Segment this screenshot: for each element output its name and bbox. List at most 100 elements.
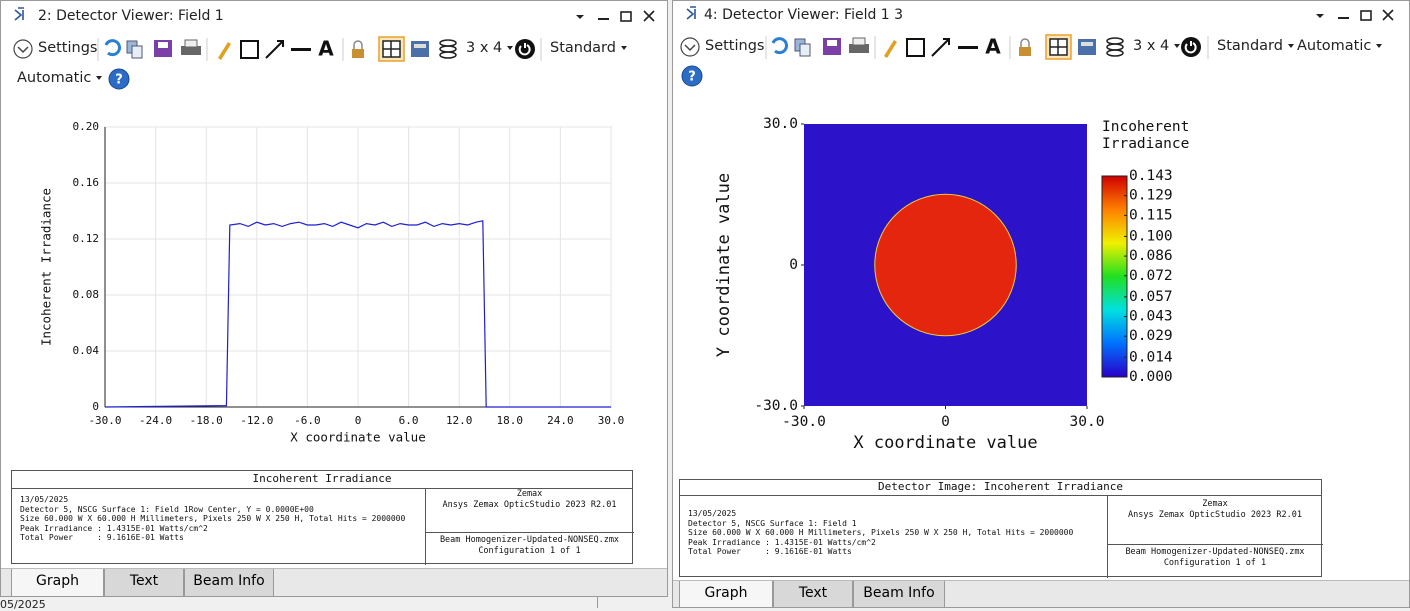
decoration: [643, 10, 655, 22]
decoration: [383, 41, 400, 57]
x-tick-label: 0: [355, 414, 362, 427]
info-program: Zemax: [1202, 499, 1228, 509]
info-line: Detector 5, NSCG Surface 1: Field 1: [688, 518, 857, 528]
x-tick-label: 30.0: [1070, 414, 1105, 430]
decoration: [518, 43, 531, 56]
window-title: 4: Detector Viewer: Field 1 3: [704, 7, 904, 23]
divider: [1107, 544, 1323, 545]
mode-dropdown[interactable]: Automatic: [1297, 38, 1382, 54]
info-line: Size 60.000 W X 60.000 H Millimeters, Pi…: [688, 528, 1074, 538]
x-tick-label: 18.0: [497, 414, 524, 427]
tab[interactable]: Text: [773, 581, 853, 607]
decoration: [104, 39, 121, 57]
colorbar-tick-label: 0.057: [1129, 289, 1173, 305]
colorbar-tick-label: 0.029: [1129, 328, 1173, 344]
colorbar-tick-label: 0.100: [1129, 228, 1173, 244]
x-tick-label: 24.0: [547, 414, 574, 427]
mode-dropdown[interactable]: Automatic: [17, 70, 102, 86]
decoration: [1020, 38, 1030, 47]
colorbar: [1101, 175, 1128, 378]
decoration: [681, 65, 703, 87]
y-tick-label: 0.16: [73, 176, 100, 189]
colorbar-tick-label: 0.000: [1129, 369, 1173, 385]
x-tick-label: -6.0: [294, 414, 321, 427]
colorbar-tick-label: 0.043: [1129, 309, 1173, 325]
colorbar-tick-label: 0.129: [1129, 188, 1173, 204]
decoration: [771, 37, 788, 55]
tab-bar: Graph Text Beam Info: [673, 580, 1409, 607]
info-program: Ansys Zemax OpticStudio 2023 R2.01: [442, 500, 617, 510]
y-axis-label: Incoherent Irradiance: [39, 188, 54, 346]
decoration: [439, 51, 457, 59]
decoration: [684, 44, 696, 52]
colorbar-tick-label: 0.115: [1129, 207, 1173, 223]
decoration: [884, 40, 897, 58]
scale-dropdown[interactable]: Standard: [1217, 38, 1294, 54]
settings-button[interactable]: Settings: [38, 40, 98, 56]
tab[interactable]: Graph: [11, 569, 104, 596]
tab[interactable]: Graph: [679, 581, 773, 607]
y-tick-label: 0: [789, 257, 798, 273]
decoration: [158, 42, 168, 48]
decoration: [598, 18, 609, 20]
decoration: [799, 43, 811, 57]
info-file: Configuration 1 of 1: [478, 546, 581, 556]
decoration: [852, 37, 866, 46]
decoration: [680, 37, 700, 57]
x-tick-label: -30.0: [88, 414, 121, 427]
decoration: [958, 46, 978, 49]
y-tick-label: 0.04: [73, 344, 100, 357]
decoration: [181, 46, 201, 55]
y-axis-label: Y coordinate value: [714, 173, 734, 357]
decoration: [1360, 10, 1372, 21]
decoration: [353, 40, 363, 49]
decoration: [17, 46, 29, 54]
info-line: Peak Irradiance : 1.4315E-01 Watts/cm^2: [20, 523, 208, 533]
info-program: Zemax: [516, 489, 543, 499]
layout-dropdown[interactable]: 3 x 4: [466, 40, 513, 56]
chart: -30.0 0 30.0 -30.0 0 30.0 X coordinate value Y …: [714, 116, 1173, 453]
info-program: Ansys Zemax OpticStudio 2023 R2.01: [1128, 510, 1302, 520]
data-line: [104, 220, 611, 408]
info-file: Beam Homogenizer-Updated-NONSEQ.zmx: [1125, 547, 1305, 557]
decoration: [265, 40, 284, 59]
y-tick-label: 0.20: [73, 120, 100, 133]
colorbar-title: Incoherent Irradiance: [1102, 119, 1190, 152]
decoration: [184, 39, 198, 48]
info-line: 13/05/2025: [688, 509, 737, 518]
decoration: [14, 7, 24, 21]
x-axis-label: X coordinate value: [290, 430, 425, 445]
decoration: [1050, 39, 1067, 55]
tab[interactable]: Text: [104, 569, 184, 596]
info-line: Peak Irradiance : 1.4315E-01 Watts/cm^2: [688, 537, 876, 547]
decoration: ?: [115, 73, 123, 88]
window-chrome: A ?: [13, 7, 655, 90]
x-tick-label: 12.0: [446, 414, 473, 427]
divider: [597, 596, 598, 608]
decoration: [1184, 41, 1197, 54]
y-tick-label: 0: [92, 400, 99, 413]
scale-dropdown[interactable]: Standard: [550, 40, 627, 56]
decoration: [1019, 47, 1031, 56]
x-tick-label: 0: [941, 414, 950, 430]
colorbar-tick-label: 0.143: [1129, 168, 1173, 184]
tab[interactable]: Beam Info: [853, 581, 945, 607]
decoration: [131, 45, 143, 59]
x-axis-label: X coordinate value: [853, 433, 1037, 453]
decoration: [291, 48, 311, 51]
decoration: [218, 42, 231, 60]
tab[interactable]: Beam Info: [184, 569, 274, 596]
decoration: [414, 44, 426, 48]
settings-button[interactable]: Settings: [705, 38, 765, 54]
heatmap-disc: [874, 193, 1017, 337]
y-tick-label: -30.0: [754, 398, 798, 414]
background-text: 05/2025: [0, 598, 46, 611]
layout-dropdown[interactable]: 3 x 4: [1133, 38, 1180, 54]
colorbar-tick-label: 0.014: [1129, 349, 1173, 365]
decoration: [849, 44, 869, 53]
chart: 0 0.04 0.08 0.12 0.16 0.20 -30.0 -24.0 -18.0 -12.…: [39, 120, 625, 445]
decoration: [108, 68, 130, 90]
decoration: [1382, 9, 1394, 21]
decoration: [240, 40, 259, 59]
divider: [1107, 495, 1108, 578]
